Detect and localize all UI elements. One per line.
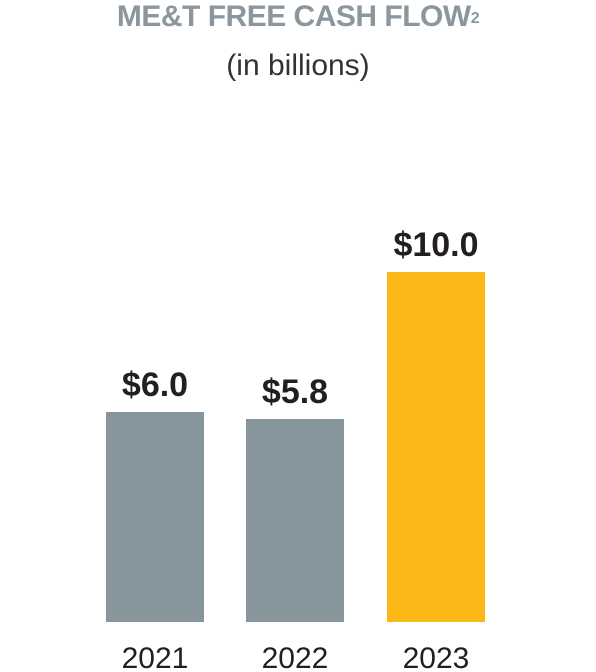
category-label-2021: 2021 <box>122 642 189 672</box>
value-label-2022: $5.8 <box>262 373 328 411</box>
bar-2022 <box>246 419 344 622</box>
chart-subtitle: (in billions) <box>226 49 370 82</box>
bar-2021 <box>106 412 204 622</box>
chart-title-text: ME&T FREE CASH FLOW <box>116 0 471 33</box>
category-label-2022: 2022 <box>262 642 329 672</box>
chart-title: ME&T FREE CASH FLOW2 <box>0 0 596 34</box>
category-label-2023: 2023 <box>403 642 470 672</box>
title-footnote-marker: 2 <box>470 10 480 27</box>
bar-2023 <box>387 272 485 622</box>
value-label-2023: $10.0 <box>393 226 478 264</box>
value-label-2021: $6.0 <box>122 366 188 404</box>
